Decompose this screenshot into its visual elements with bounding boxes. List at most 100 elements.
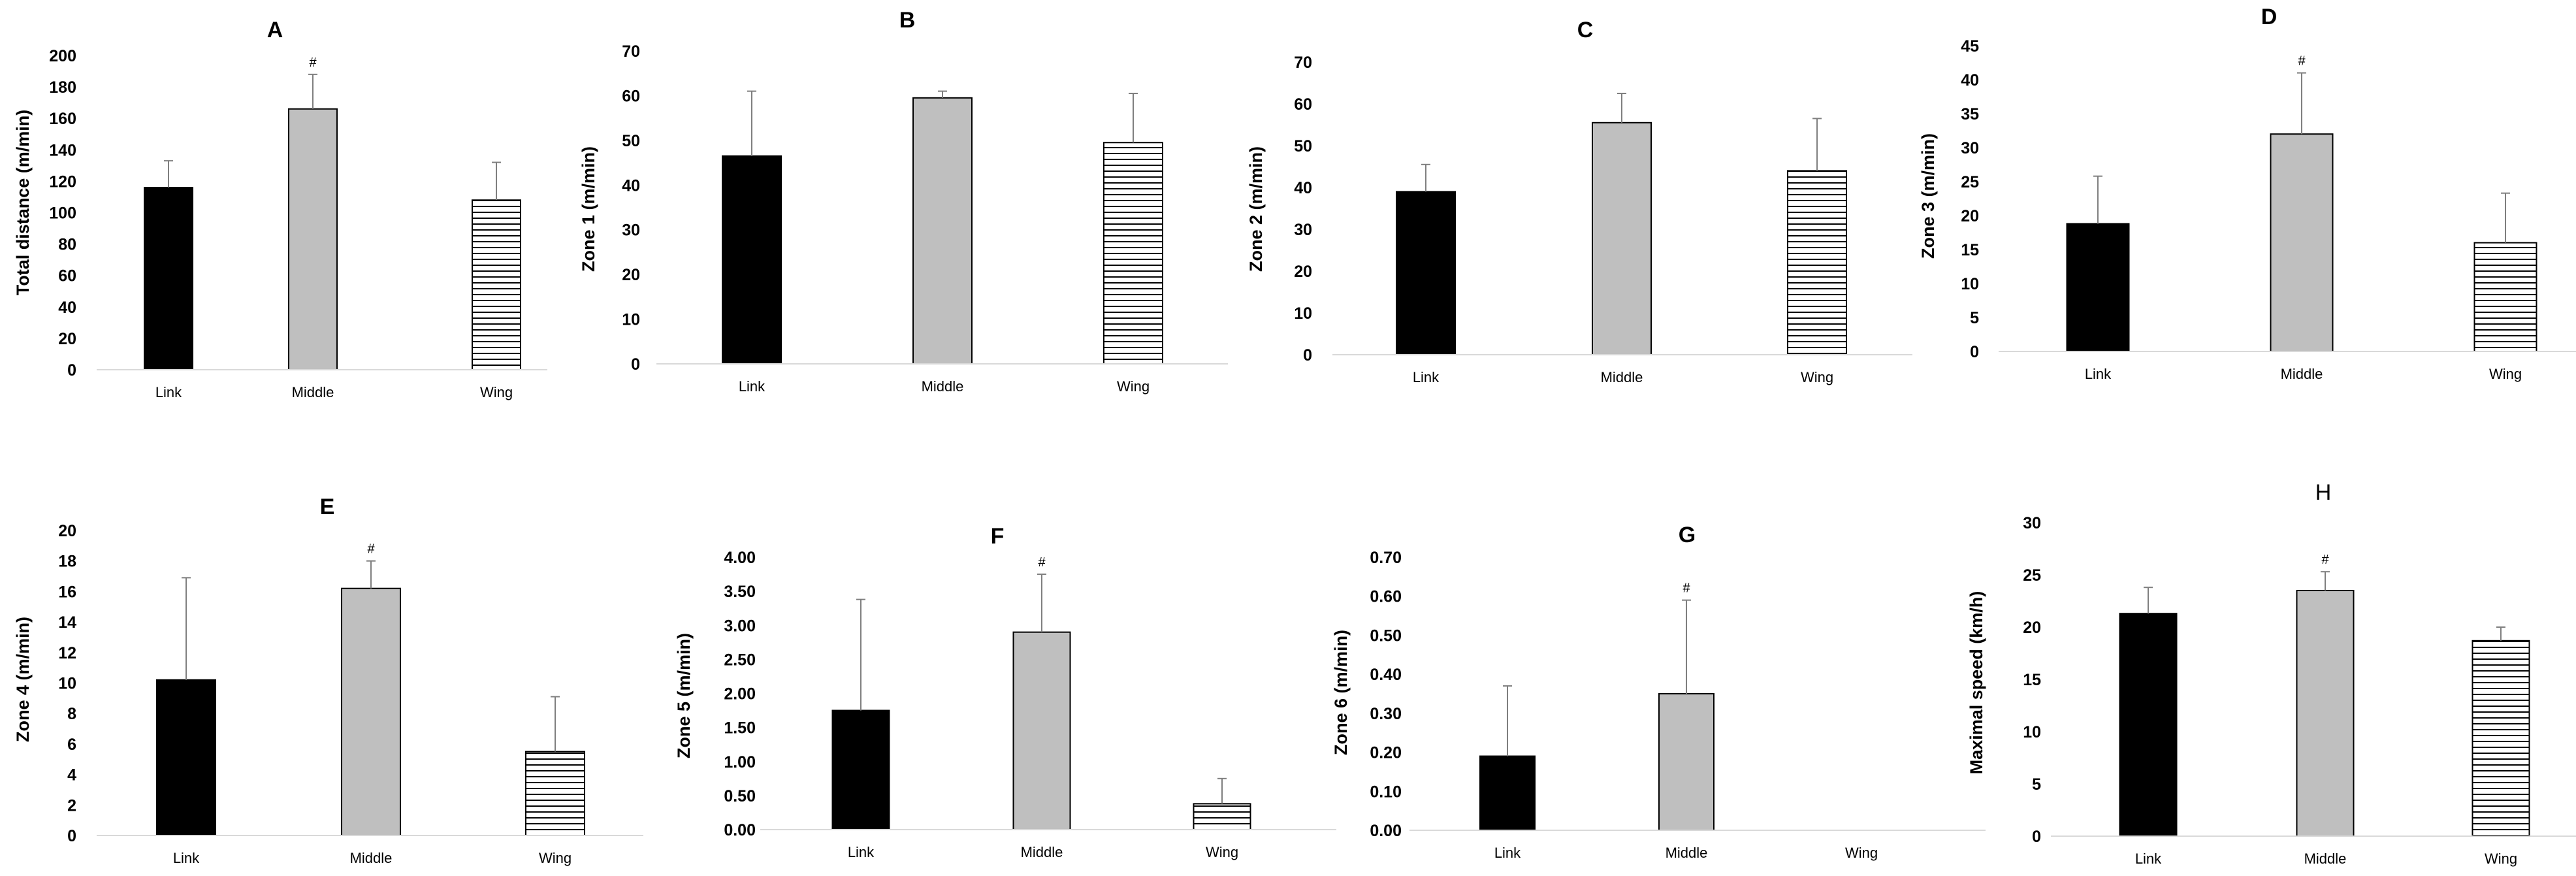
y-tick-label: 0.50 xyxy=(1370,626,1402,645)
significance-mark: # xyxy=(2298,54,2306,69)
error-bar xyxy=(551,696,560,752)
x-tick-label: Link xyxy=(1494,845,1521,861)
y-tick-label: 1.50 xyxy=(724,719,756,738)
y-tick-label: 4.00 xyxy=(724,549,756,567)
bar-wing xyxy=(2471,640,2530,837)
error-bar xyxy=(308,73,317,109)
y-tick-label: 0 xyxy=(67,361,76,380)
y-tick-label: 0 xyxy=(67,827,76,845)
y-tick-label: 200 xyxy=(49,47,76,65)
y-axis-ticks: 0 10 20 30 40 50 60 70 xyxy=(622,42,640,374)
y-axis-label: Zone 1 (m/min) xyxy=(579,146,598,272)
y-axis-label: Zone 3 (m/min) xyxy=(1918,133,1938,259)
y-tick-label: 30 xyxy=(1294,221,1312,239)
error-bar xyxy=(164,160,173,188)
x-tick-label: Middle xyxy=(350,850,393,866)
y-tick-label: 4 xyxy=(67,766,76,785)
bars: # xyxy=(144,56,521,371)
bar-wing xyxy=(472,199,521,370)
bars: # xyxy=(2066,54,2537,353)
y-axis-label: Maximal speed (km/h) xyxy=(1967,591,1986,775)
y-tick-label: 1.00 xyxy=(724,753,756,771)
bar-wing xyxy=(1193,803,1251,831)
y-tick-label: 20 xyxy=(58,330,76,348)
error-bar xyxy=(938,90,947,98)
x-axis-labels: Link Middle Wing xyxy=(2085,366,2522,382)
bar-middle xyxy=(1012,631,1071,830)
y-tick-label: 10 xyxy=(1961,275,1979,293)
y-tick-label: 20 xyxy=(2023,619,2041,637)
y-tick-label: 3.50 xyxy=(724,583,756,601)
y-tick-label: 120 xyxy=(49,172,76,191)
x-tick-label: Wing xyxy=(2489,366,2522,382)
panel-F: F Zone 5 (m/min) 0.00 0.50 1.00 1.50 2.00 2.5… xyxy=(674,524,1336,860)
y-tick-label: 14 xyxy=(58,613,76,632)
error-bar xyxy=(2496,626,2505,641)
x-tick-label: Wing xyxy=(480,384,513,400)
y-tick-label: 3.00 xyxy=(724,617,756,635)
y-tick-label: 45 xyxy=(1961,37,1979,56)
y-axis-ticks: 0.00 0.50 1.00 1.50 2.00 2.50 3.00 3.50 4.00 xyxy=(724,549,756,839)
y-tick-label: 12 xyxy=(58,644,76,662)
bar-wing xyxy=(2473,242,2537,352)
error-bar xyxy=(1037,574,1046,632)
error-bar xyxy=(2297,72,2306,135)
bar-link xyxy=(1396,191,1456,355)
y-axis-ticks: 0 5 10 15 20 25 30 xyxy=(2023,514,2041,846)
x-tick-label: Link xyxy=(173,850,200,866)
y-tick-label: 10 xyxy=(622,311,640,329)
error-bar xyxy=(856,598,865,711)
y-tick-label: 20 xyxy=(58,522,76,540)
panel-A: A Total distance (m/min) 0 20 40 60 80 100 120… xyxy=(13,18,547,400)
bar-link xyxy=(156,679,216,836)
x-tick-label: Link xyxy=(1413,369,1440,385)
panel-letter: F xyxy=(991,524,1005,549)
y-tick-label: 10 xyxy=(1294,304,1312,323)
bar-link xyxy=(831,709,890,830)
y-tick-label: 160 xyxy=(49,110,76,128)
y-tick-label: 0.30 xyxy=(1370,705,1402,723)
error-bar xyxy=(182,577,191,680)
x-tick-label: Wing xyxy=(1845,845,1878,861)
y-tick-label: 10 xyxy=(2023,723,2041,741)
error-bar xyxy=(747,90,756,156)
y-axis-ticks: 0 20 40 60 80 100 120 140 160 180 200 xyxy=(49,47,76,380)
y-tick-label: 60 xyxy=(1294,95,1312,114)
y-tick-label: 20 xyxy=(622,266,640,284)
x-tick-label: Wing xyxy=(1117,378,1150,395)
bars: # xyxy=(1479,581,1715,831)
y-tick-label: 8 xyxy=(67,705,76,723)
y-axis-ticks: 0.00 0.10 0.20 0.30 0.40 0.50 0.60 0.70 xyxy=(1370,549,1402,840)
bars: # xyxy=(2119,553,2530,837)
x-tick-label: Wing xyxy=(2485,851,2517,867)
bars xyxy=(722,90,1163,365)
y-axis-label: Zone 2 (m/min) xyxy=(1246,146,1266,272)
error-bar xyxy=(1503,685,1512,756)
y-tick-label: 140 xyxy=(49,141,76,159)
x-tick-label: Middle xyxy=(922,378,964,395)
panel-letter: E xyxy=(320,495,335,519)
bar-link xyxy=(1479,755,1536,831)
y-axis-ticks: 0 5 10 15 20 25 30 35 40 45 xyxy=(1961,37,1979,361)
significance-mark: # xyxy=(1682,581,1690,596)
y-tick-label: 2 xyxy=(67,796,76,815)
x-tick-label: Middle xyxy=(1021,844,1063,860)
x-tick-label: Link xyxy=(848,844,875,860)
y-axis-label: Zone 6 (m/min) xyxy=(1331,630,1351,755)
panel-letter: D xyxy=(2261,5,2278,29)
x-tick-label: Wing xyxy=(1801,369,1833,385)
panel-B: B Zone 1 (m/min) 0 10 20 30 40 50 60 70 Link Mid… xyxy=(579,8,1228,395)
x-axis-labels: Link Middle Wing xyxy=(155,384,513,400)
y-tick-label: 40 xyxy=(622,176,640,195)
bar-link xyxy=(2066,223,2130,353)
y-tick-label: 0 xyxy=(631,355,640,374)
error-bar xyxy=(1682,599,1691,694)
bar-middle xyxy=(2270,133,2334,352)
significance-mark: # xyxy=(309,56,317,70)
panel-letter: B xyxy=(899,8,916,33)
y-tick-label: 50 xyxy=(622,132,640,150)
y-tick-label: 40 xyxy=(58,299,76,317)
error-bar xyxy=(2144,587,2153,614)
y-tick-label: 30 xyxy=(2023,514,2041,532)
x-tick-label: Wing xyxy=(539,850,572,866)
